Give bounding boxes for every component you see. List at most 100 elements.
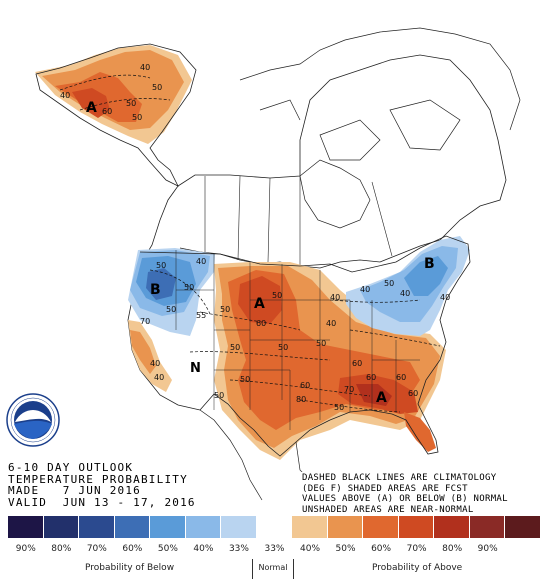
contour-label: 50 bbox=[214, 391, 224, 400]
legend-label: 90% bbox=[15, 544, 36, 554]
contour-label: 40 bbox=[196, 257, 206, 266]
contour-label: 70 bbox=[344, 385, 354, 394]
contour-label: 60 bbox=[102, 107, 112, 116]
contour-label: 60 bbox=[396, 373, 406, 382]
southeast-letter: A bbox=[376, 390, 387, 406]
contour-label: 50 bbox=[184, 283, 194, 292]
alaska-letter: A bbox=[86, 100, 97, 116]
below-caption: Probability of Below bbox=[85, 563, 175, 573]
alaska-outline bbox=[35, 43, 197, 187]
legend-swatch bbox=[363, 516, 399, 538]
normal-caption: Normal bbox=[252, 559, 294, 579]
florida-above-area bbox=[404, 412, 436, 452]
note-line: (DEG F) SHADED AREAS ARE FCST bbox=[302, 483, 468, 494]
contour-label: 50 bbox=[126, 99, 136, 108]
legend-label: 60% bbox=[371, 544, 392, 554]
legend-swatch bbox=[221, 516, 257, 538]
legend-label bbox=[505, 544, 541, 558]
above-caption: Probability of Above bbox=[372, 563, 463, 573]
legend-label: 80% bbox=[442, 544, 463, 554]
contour-label: 40 bbox=[440, 293, 450, 302]
note-line: UNSHADED AREAS ARE NEAR-NORMAL bbox=[302, 504, 474, 515]
contour-label: 50 bbox=[272, 291, 282, 300]
legend-label: 50% bbox=[157, 544, 178, 554]
contour-label: 60 bbox=[366, 373, 376, 382]
legend-swatch bbox=[469, 516, 506, 538]
contour-label: 50 bbox=[384, 279, 394, 288]
contour-labels: 60 50 40 50 40 50 50 50 40 50 70 55 50 6… bbox=[60, 63, 450, 412]
legend-swatch bbox=[185, 516, 222, 538]
noaa-logo bbox=[6, 393, 60, 447]
legend-swatch bbox=[256, 516, 293, 538]
contour-label: 40 bbox=[140, 63, 150, 72]
contour-label: 40 bbox=[400, 289, 410, 298]
contour-label: 40 bbox=[360, 285, 370, 294]
northwest-below-60-area bbox=[146, 268, 176, 300]
southeast-above-80-area bbox=[356, 384, 392, 406]
contour-label: 50 bbox=[230, 343, 240, 352]
legend-label: 50% bbox=[335, 544, 356, 554]
note-line: DASHED BLACK LINES ARE CLIMATOLOGY bbox=[302, 473, 497, 483]
contour-label: 50 bbox=[316, 339, 326, 348]
contour-label: 50 bbox=[166, 305, 176, 314]
legend-labels: 90% 80% 70% 60% 50% 40% 33% 33% 40% 50% 60% 70% 80% 9… bbox=[8, 544, 541, 558]
contour-label: 55 bbox=[196, 311, 206, 320]
contour-label: 40 bbox=[330, 293, 340, 302]
contour-label: 60 bbox=[408, 389, 418, 398]
contour-label: 40 bbox=[326, 319, 336, 328]
canada-islands bbox=[239, 27, 521, 161]
legend-label: 40% bbox=[300, 544, 321, 554]
legend-swatch bbox=[8, 516, 44, 538]
northeast-letter: B bbox=[424, 256, 435, 272]
notes-block: DASHED BLACK LINES ARE CLIMATOLOGY (DEG F… bbox=[300, 472, 510, 516]
legend-swatch bbox=[79, 516, 115, 538]
outlook-map: A B A N A B 60 50 40 50 40 50 50 50 40 5… bbox=[6, 27, 521, 501]
legend-label: 40% bbox=[193, 544, 214, 554]
title-block: 6-10 DAY OUTLOOK TEMPERATURE PROBABILITY M… bbox=[8, 462, 196, 508]
contour-label: 50 bbox=[240, 375, 250, 384]
note-line: VALUES ABOVE (A) OR BELOW (B) NORMAL bbox=[302, 494, 508, 504]
legend-swatch bbox=[43, 516, 80, 538]
legend-color-bar bbox=[8, 516, 541, 538]
hudson-bay bbox=[299, 159, 371, 229]
contour-label: 50 bbox=[156, 261, 166, 270]
legend-swatch bbox=[327, 516, 364, 538]
contour-label: 50 bbox=[278, 343, 288, 352]
title-line: 6-10 DAY OUTLOOK bbox=[8, 461, 134, 474]
legend-label: 70% bbox=[406, 544, 427, 554]
northeast-below-50-area bbox=[404, 256, 448, 296]
contour-label: 80 bbox=[296, 395, 306, 404]
northwest-letter: B bbox=[150, 282, 161, 298]
contour-label: 70 bbox=[140, 317, 150, 326]
canada-province-lines bbox=[204, 175, 393, 266]
southwest-letter: N bbox=[190, 361, 201, 376]
alaska-above-70-area bbox=[72, 88, 110, 118]
contour-label: 40 bbox=[60, 91, 70, 100]
legend-label: 80% bbox=[51, 544, 72, 554]
contour-label: 60 bbox=[256, 319, 266, 328]
contour-label: 50 bbox=[132, 113, 142, 122]
legend-label: 33% bbox=[264, 544, 285, 554]
contour-label: 40 bbox=[154, 373, 164, 382]
contour-label: 60 bbox=[352, 359, 362, 368]
legend-swatch bbox=[114, 516, 151, 538]
contour-label: 50 bbox=[152, 83, 162, 92]
valid-dates: VALID JUN 13 - 17, 2016 bbox=[8, 495, 196, 509]
legend-swatch bbox=[398, 516, 435, 538]
legend-swatch bbox=[150, 516, 186, 538]
us-outline bbox=[139, 235, 471, 457]
legend-label: 60% bbox=[122, 544, 143, 554]
contour-label: 50 bbox=[220, 305, 230, 314]
us-state-lines bbox=[175, 250, 420, 430]
legend-swatch bbox=[434, 516, 470, 538]
climatology-contours bbox=[59, 74, 441, 413]
contour-label: 50 bbox=[334, 403, 344, 412]
plains-letter: A bbox=[254, 296, 265, 312]
contour-label: 40 bbox=[150, 359, 160, 368]
title-line: TEMPERATURE PROBABILITY bbox=[8, 472, 188, 486]
legend-label: 90% bbox=[477, 544, 498, 554]
made-date: MADE 7 JUN 2016 bbox=[8, 484, 141, 497]
socal-above-50-area bbox=[130, 330, 156, 374]
legend-label: 70% bbox=[86, 544, 107, 554]
contour-label: 60 bbox=[300, 381, 310, 390]
